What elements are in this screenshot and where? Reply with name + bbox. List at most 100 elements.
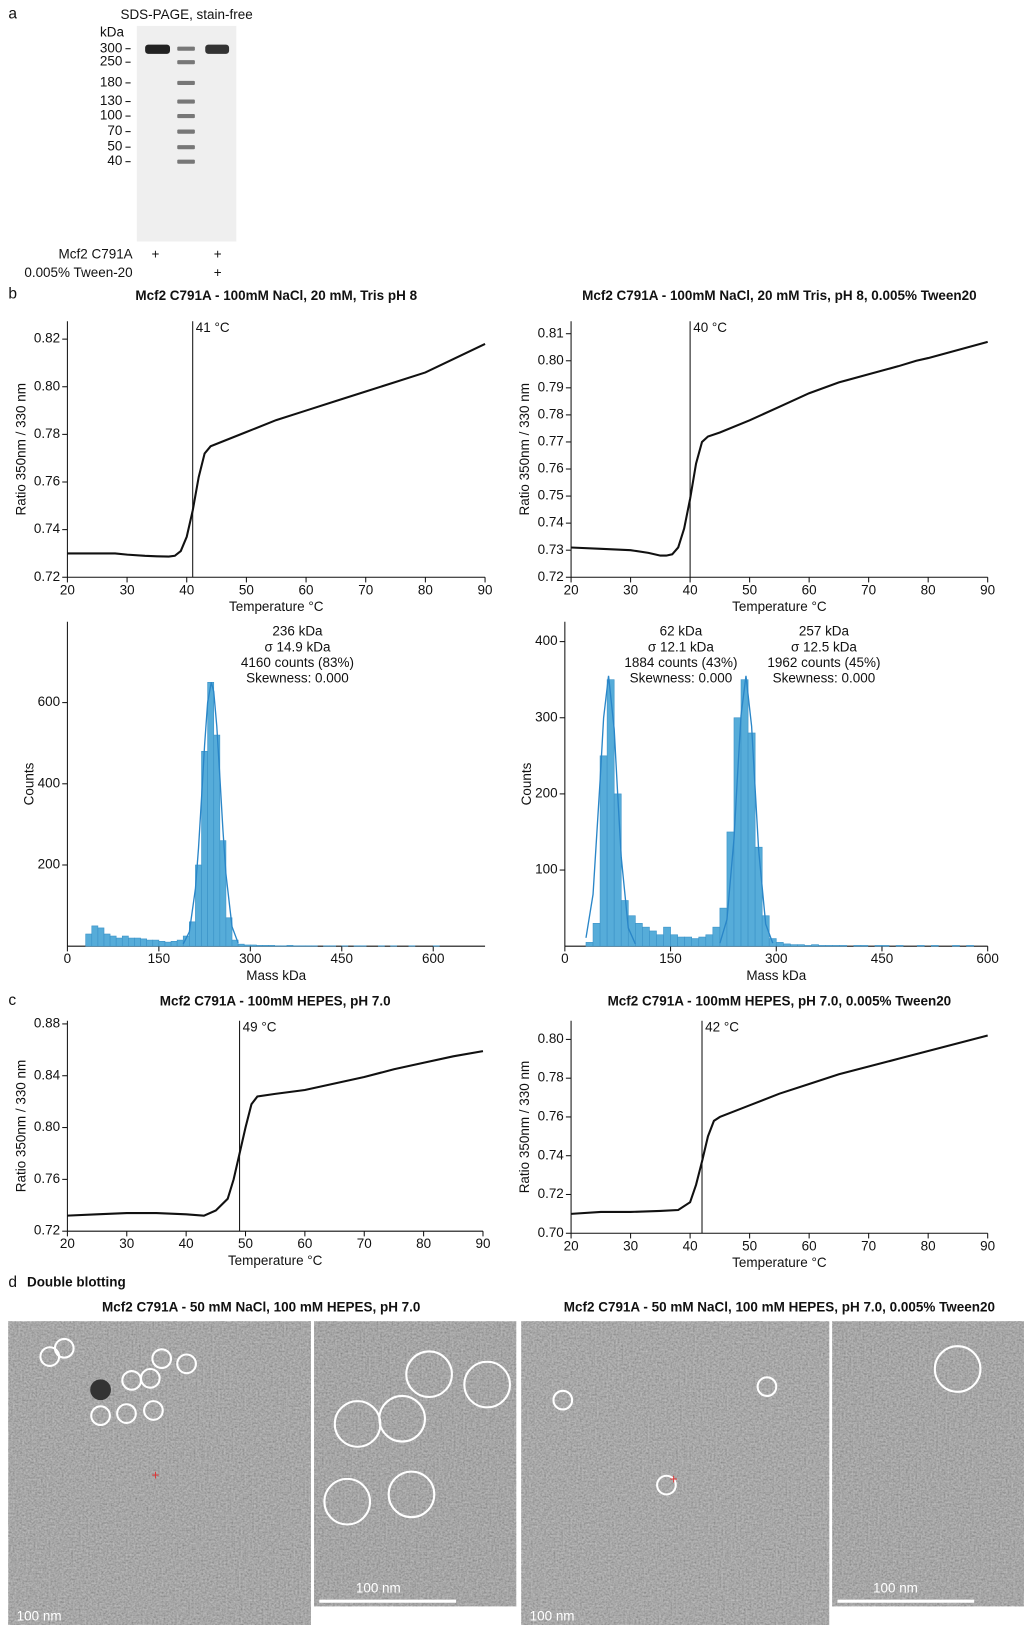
histogram-bar [237, 943, 245, 947]
x-tick-label: 90 [478, 582, 493, 597]
x-tick-label: 450 [871, 951, 893, 966]
histogram-bar [663, 926, 671, 947]
x-tick-label: 60 [297, 1236, 312, 1251]
histogram-bar [140, 938, 147, 947]
histogram-bar [152, 939, 160, 947]
y-tick-label: 300 [535, 709, 557, 724]
x-tick-label: 40 [179, 1236, 194, 1251]
micrograph-title: Mcf2 C791A - 50 mM NaCl, 100 mM HEPES, p… [102, 1299, 420, 1314]
x-tick-label: 30 [623, 1238, 638, 1253]
histogram-bar [754, 846, 763, 947]
micrograph: + [8, 1321, 517, 1625]
histogram-bar [790, 944, 798, 947]
y-tick-label: 0.78 [538, 406, 564, 421]
fit-annotation: Skewness: 0.000 [246, 670, 349, 685]
histogram-bar [712, 926, 721, 947]
x-tick-label: 40 [683, 582, 698, 597]
x-axis-label: Temperature °C [228, 1253, 323, 1268]
gel-ladder-band [177, 46, 195, 51]
fit-annotation: σ 12.5 kDa [791, 639, 857, 654]
x-tick-label: 300 [239, 951, 261, 966]
y-tick-label: 0.76 [34, 1171, 60, 1186]
chart: Mcf2 C791A - 100mM NaCl, 20 mM, Tris pH … [13, 288, 492, 614]
x-tick-label: 60 [802, 1238, 817, 1253]
x-tick-label: 150 [148, 951, 170, 966]
chart: 200 400 600 0 150 300 450 600 Mass kDa Counts 236 … [22, 621, 486, 983]
histogram-bar [176, 939, 184, 947]
micrograph-title: Mcf2 C791A - 50 mM NaCl, 100 mM HEPES, p… [564, 1299, 995, 1314]
gel-ladder [177, 46, 195, 164]
y-tick-label: 0.79 [538, 379, 564, 394]
y-axis-label: Ratio 350nm / 330 nm [13, 383, 28, 516]
x-tick-label: 30 [120, 582, 135, 597]
reference-label: 41 °C [196, 320, 230, 335]
x-tick-label: 600 [422, 951, 444, 966]
histogram-bar [811, 944, 819, 947]
x-tick-label: 600 [976, 951, 998, 966]
x-tick-label: 80 [921, 582, 936, 597]
x-tick-label: 450 [331, 951, 353, 966]
histogram-bar [158, 941, 166, 947]
gel-ladder-band [177, 159, 195, 164]
histogram-bar [761, 915, 770, 947]
histogram-bar [231, 939, 239, 947]
fit-annotation: 236 kDa [272, 624, 323, 639]
histogram-bar [825, 945, 833, 947]
gel-marker-label: 70 [107, 123, 122, 138]
fit-annotation: 62 kDa [660, 624, 703, 639]
histogram-bar [775, 942, 784, 947]
x-tick-label: 0 [64, 951, 72, 966]
y-tick-label: 200 [535, 785, 557, 800]
histogram-bar [895, 945, 904, 947]
charts: Mcf2 C791A - 100mM NaCl, 20 mM, Tris pH … [13, 288, 999, 1270]
y-tick-label: 0.74 [538, 1147, 565, 1162]
histogram-bar [670, 934, 678, 947]
histogram-bar [115, 937, 123, 947]
x-tick-label: 50 [239, 582, 254, 597]
data-line [67, 342, 486, 558]
histogram-bar [740, 679, 749, 947]
y-tick-label: 100 [535, 862, 557, 877]
gel-row-label: Mcf2 C791A [59, 247, 133, 262]
fit-annotation: Skewness: 0.000 [630, 670, 733, 685]
y-tick-label: 0.84 [34, 1067, 61, 1082]
histogram-bar [146, 939, 154, 947]
fit-curve [585, 675, 636, 945]
chart: Mcf2 C791A - 100mM HEPES, pH 7.0 0.72 0.76… [13, 994, 490, 1268]
gel-ladder-band [177, 99, 195, 104]
fit-annotation: 1962 counts (45%) [767, 655, 880, 670]
x-tick-label: 50 [742, 1238, 757, 1253]
y-tick-label: 0.72 [34, 1223, 60, 1238]
histogram-bar [839, 945, 848, 947]
gel-row-label: 0.005% Tween-20 [24, 265, 132, 280]
histogram-bar [860, 945, 869, 947]
histogram-bar [97, 927, 105, 947]
y-tick-label: 0.80 [538, 352, 564, 367]
histogram-bar [832, 945, 841, 947]
data-line [67, 1050, 484, 1217]
gel-band [205, 44, 230, 54]
x-axis-label: Temperature °C [732, 1255, 827, 1270]
y-tick-label: 200 [38, 857, 60, 872]
y-tick-label: 0.74 [34, 521, 61, 536]
data-line [571, 1034, 988, 1215]
gel-marker-label: 250 [100, 54, 122, 69]
x-tick-label: 300 [765, 951, 787, 966]
x-tick-label: 50 [238, 1236, 253, 1251]
x-tick-label: 50 [742, 582, 757, 597]
y-tick-label: 0.78 [34, 426, 60, 441]
x-tick-label: 30 [119, 1236, 134, 1251]
x-tick-label: 20 [60, 582, 75, 597]
gel-ladder-band [177, 129, 195, 134]
y-tick-label: 600 [38, 694, 60, 709]
y-axis-label: Counts [22, 762, 37, 805]
gel-marker-label: 40 [107, 153, 122, 168]
svg-text:+: + [152, 1467, 160, 1482]
x-tick-label: 0 [561, 951, 569, 966]
x-tick-label: 70 [861, 582, 876, 597]
fit-curve [182, 682, 239, 945]
micrograph: + [521, 1321, 1024, 1625]
x-axis-label: Mass kDa [746, 968, 806, 983]
